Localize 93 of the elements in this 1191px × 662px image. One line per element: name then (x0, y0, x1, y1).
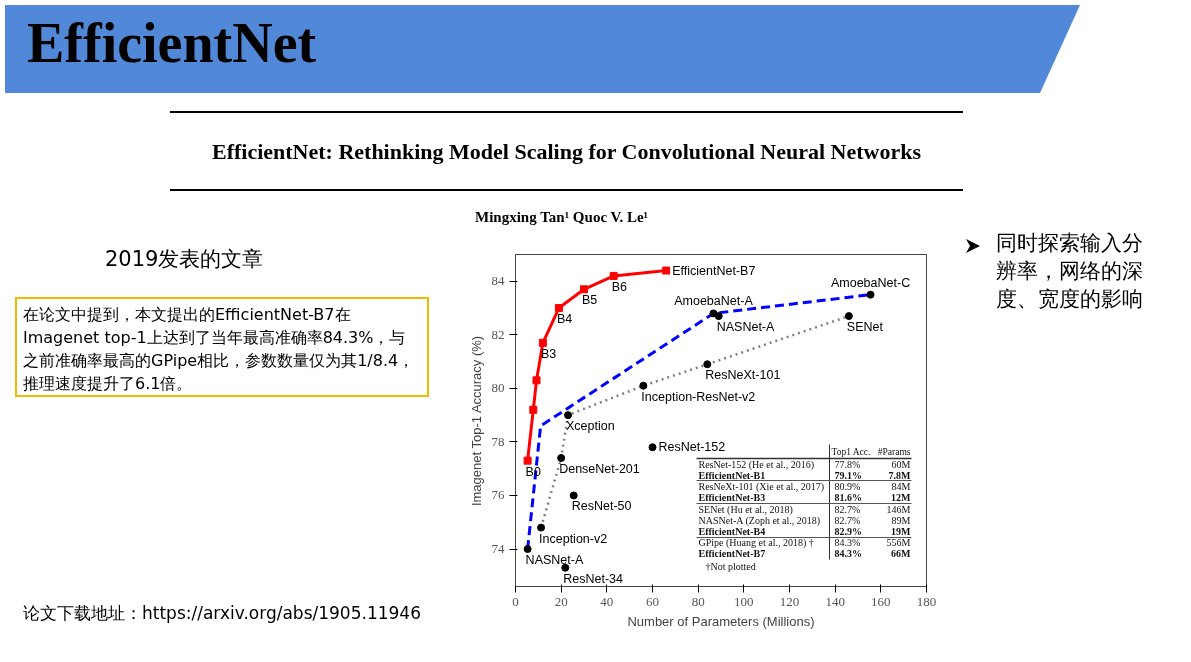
annotation: 7.8M (888, 470, 912, 481)
annotation: Xception (566, 419, 615, 434)
point (580, 285, 588, 294)
chart-title: EfficientNet (27, 11, 317, 75)
annotation: B6 (611, 279, 628, 294)
point (554, 304, 563, 313)
annotation: NASNet-A (716, 320, 776, 335)
annotation: ResNet-34 (563, 571, 624, 586)
annotation: B0 (525, 464, 541, 479)
annotation: 82.7% (834, 504, 861, 515)
point (532, 376, 541, 385)
annotation: NASNet-A (525, 553, 584, 568)
point (523, 456, 532, 465)
annotation: B4 (556, 312, 573, 327)
annotation: ResNeXt-101 (Xie et al., 2017) (698, 481, 825, 493)
x-tick-label: 60 (646, 593, 659, 609)
annotation: 79.1% (834, 470, 862, 481)
point (648, 443, 657, 452)
y-tick-label: 76 (491, 487, 505, 503)
y-tick-label: 82 (491, 326, 505, 342)
text: 2019发表的文章 (105, 246, 264, 273)
annotation: B3 (540, 346, 557, 361)
x-tick-label: 0 (512, 593, 519, 609)
annotation: Inception-ResNet-v2 (641, 389, 756, 404)
point (569, 491, 578, 500)
point (523, 545, 532, 554)
annotation: EfficientNet-B1 (698, 470, 766, 481)
point (866, 290, 875, 299)
annotation: AmoebaNet-C (830, 275, 911, 290)
point (844, 312, 853, 321)
y-tick-label: 74 (491, 541, 505, 557)
point (557, 453, 566, 462)
annotation: NASNet-A (Zoph et al., 2018) (698, 515, 821, 527)
point (529, 405, 538, 414)
point (609, 271, 618, 280)
x-tick-label: 160 (871, 593, 891, 609)
annotation: 12M (891, 492, 912, 503)
annotation: 146M (886, 504, 911, 515)
x-tick-label: 140 (825, 593, 845, 609)
annotation: GPipe (Huang et al., 2018) † (698, 537, 814, 549)
x-tick-label: 40 (600, 593, 614, 609)
annotation: EfficientNet-B7 (698, 548, 766, 559)
annotation: 84.3% (834, 548, 862, 559)
annotation: ResNet-50 (571, 499, 632, 514)
annotation: SENet (846, 320, 884, 335)
annotation: DenseNet-201 (559, 461, 640, 476)
x-tick-label: 100 (734, 593, 754, 609)
annotation: †Not plotted (705, 561, 756, 572)
annotation: 84M (891, 481, 911, 492)
point (639, 381, 648, 390)
annotation: B5 (582, 293, 598, 308)
annotation: Inception-v2 (539, 531, 608, 546)
point (538, 338, 547, 347)
annotation: 80.9% (834, 481, 861, 492)
text: Mingxing Tan¹ Quoc V. Le¹ (475, 209, 649, 226)
point (564, 411, 573, 420)
annotation: 89M (891, 515, 911, 526)
annotation: ResNeXt-101 (705, 368, 781, 383)
text: 同时探索输入分辨率，网络的深度、宽度的影响 (996, 230, 1144, 313)
x-tick-label: 20 (554, 593, 568, 609)
annotation: EfficientNet-B3 (698, 492, 766, 503)
point (703, 360, 712, 369)
point (537, 523, 546, 532)
annotation: ResNet-152 (658, 440, 726, 455)
annotation: 81.6% (834, 492, 862, 503)
annotation: EfficientNet-B7 (672, 263, 756, 278)
annotation: Top1 Acc. (831, 446, 871, 457)
annotation: EfficientNet-B4 (698, 526, 766, 537)
annotation: 19M (891, 526, 912, 537)
annotation: 60M (891, 459, 911, 470)
y-tick-label: 78 (491, 433, 505, 449)
x-axis-title: Number of Parameters (Millions) (627, 613, 815, 629)
annotation: 77.8% (834, 459, 861, 470)
text: 在论文中提到，本文提出的EfficientNet-B7在Imagenet top-1上达到了当年最高准确率84.3%，与之前准确率最高的GPipe相比，参数数量仅为其1/8.4，推理速度提升了6.1倍。 (15, 297, 429, 397)
annotation: 82.9% (834, 526, 862, 537)
x-tick-label: 180 (916, 593, 937, 609)
x-tick-label: 120 (779, 593, 800, 609)
y-tick-label: 84 (491, 273, 505, 289)
annotation: SENet (Hu et al., 2018) (698, 504, 793, 516)
annotation: AmoebaNet-A (674, 294, 754, 309)
annotation: 66M (891, 548, 912, 559)
annotation: 556M (886, 537, 911, 548)
x-tick-label: 80 (691, 593, 705, 609)
point (662, 266, 671, 275)
chart-subtitle: EfficientNet: Rethinking Model Scaling for Convolutional Neural Networks (210, 139, 923, 165)
annotation: 82.7% (834, 515, 861, 526)
y-tick-label: 80 (491, 380, 505, 396)
annotation: ResNet-152 (He et al., 2016) (698, 459, 815, 471)
point (714, 312, 723, 321)
annotation: 84.3% (834, 537, 861, 548)
annotation: #Params (877, 446, 911, 457)
text: 论文下载地址：https://arxiv.org/abs/1905.11946 (23, 602, 421, 625)
y-axis-title: Imagenet Top-1 Accuracy (%) (468, 335, 484, 507)
